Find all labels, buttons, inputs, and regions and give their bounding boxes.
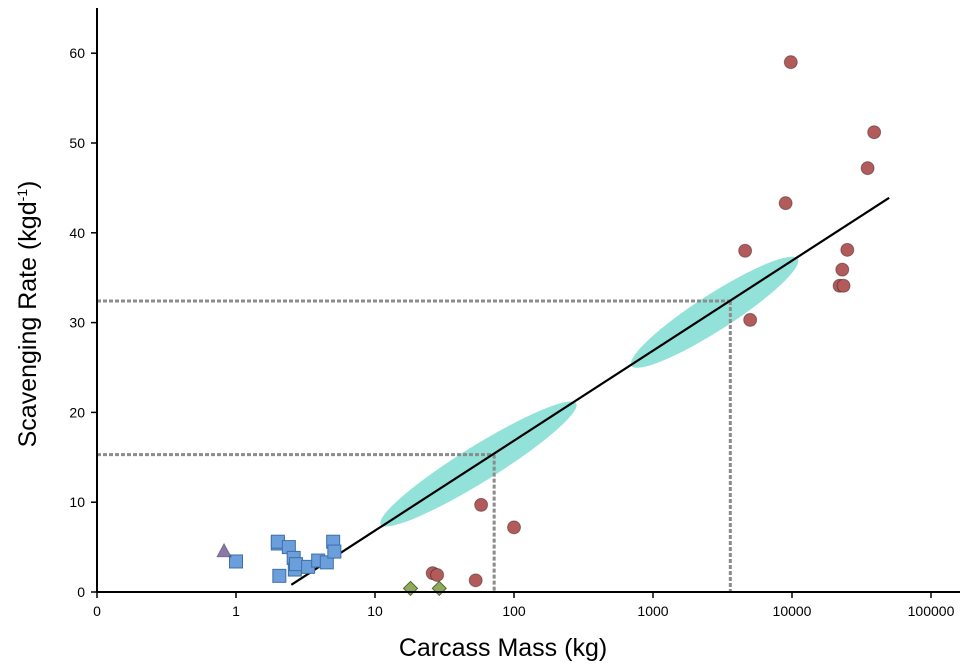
square-point-1 [229,554,243,569]
x-tick-label-7: 100000 [908,603,955,619]
x-tick-label-6: 10000 [773,603,812,619]
fit-line-layer [290,196,890,586]
ticks: 0 1 10 100 1000 10000 100000 0 10 20 30 40 50 60 [69,45,954,619]
regression-line [290,196,890,586]
square-point-4 [272,568,287,583]
circle-point-7 [743,312,758,327]
x-tick-label-3: 10 [367,603,383,619]
circle-point-5 [507,520,521,535]
circle-point-6 [738,243,753,258]
axes [96,8,960,593]
square-point-13 [327,544,342,559]
y-tick-label-5: 40 [69,225,85,241]
circle-point-4 [474,497,489,512]
diamond-point-1 [402,580,419,597]
circle-point-12 [836,278,851,293]
y-axis-title-close: ) [14,181,42,189]
x-axis-title: Carcass Mass (kg) [399,634,607,662]
circle-point-14 [860,161,875,176]
diamond-point-2 [431,580,447,597]
triangle-point-1 [216,542,232,558]
circle-point-13 [840,242,855,257]
y-tick-label-2: 10 [69,494,85,510]
circle-point-9 [783,55,798,70]
y-tick-label-7: 60 [69,45,85,61]
x-tick-label-4: 100 [502,603,526,619]
y-tick-label-3: 20 [69,404,85,420]
data-points [216,55,882,597]
y-tick-label-4: 30 [69,315,85,331]
y-axis-title: Scavenging Rate (kgd-1) [14,181,42,448]
circle-point-11 [835,262,850,277]
y-axis-title-main: Scavenging Rate (kgd [14,201,42,447]
square-point-11 [319,555,334,570]
x-tick-label-2: 1 [232,603,240,619]
y-axis-title-superscript: -1 [14,189,30,202]
circle-point-8 [778,196,793,211]
circle-point-15 [867,125,882,140]
y-tick-label-6: 50 [69,135,85,151]
circle-point-3 [468,573,483,588]
y-tick-label-1: 0 [77,584,85,600]
reference-lines [97,299,732,592]
square-point-8 [288,557,303,572]
x-tick-label-1: 0 [93,603,101,619]
confidence-ellipse-2 [630,256,799,368]
circle-point-2 [430,567,445,582]
x-tick-label-5: 1000 [637,603,668,619]
